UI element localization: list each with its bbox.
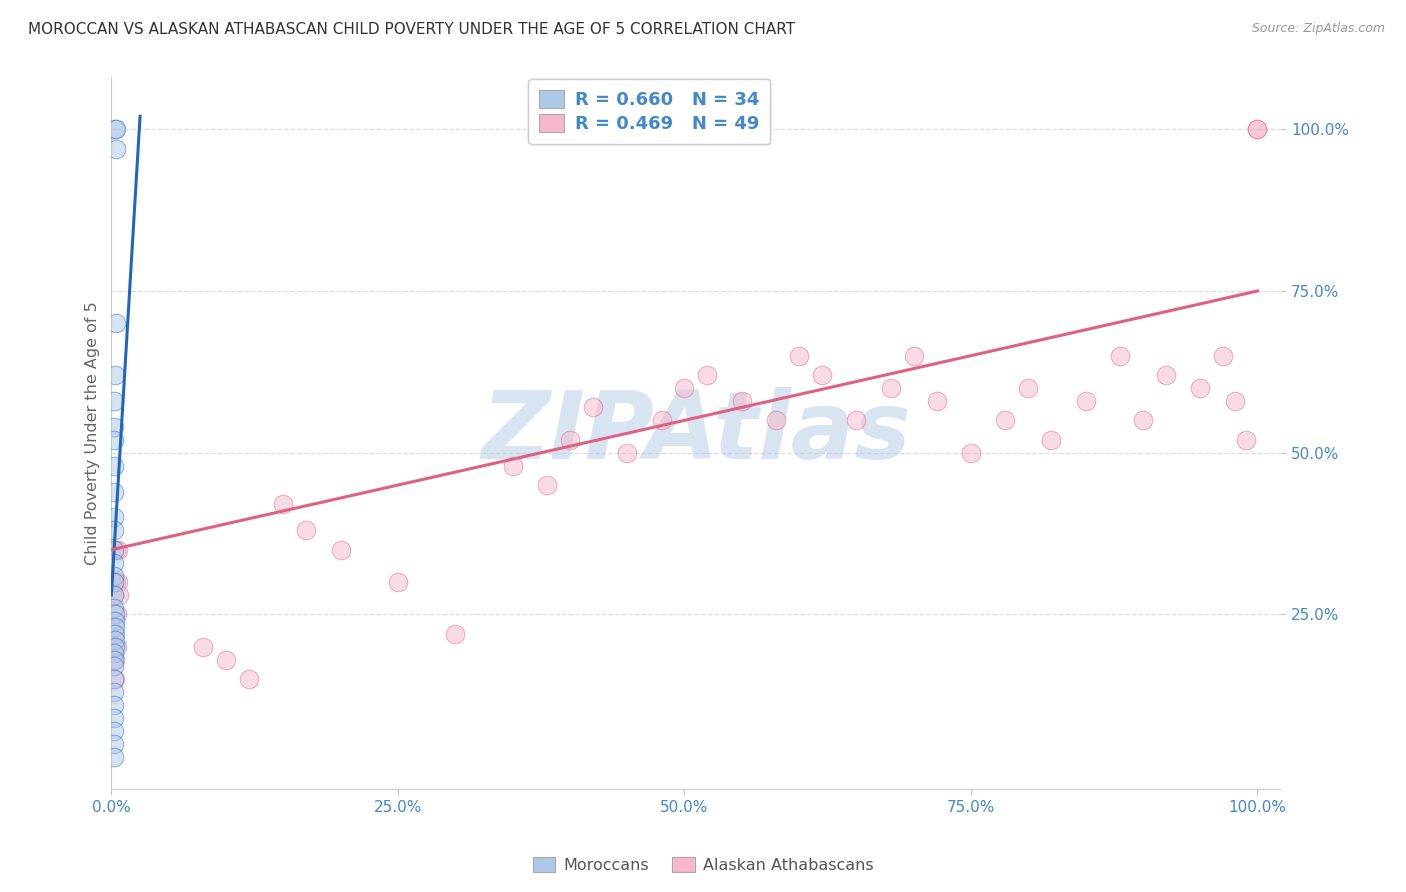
Point bbox=[105, 607, 128, 622]
Point bbox=[1223, 393, 1246, 408]
Point bbox=[103, 433, 125, 447]
Point bbox=[103, 575, 125, 590]
Point bbox=[104, 653, 127, 667]
Point bbox=[215, 653, 238, 667]
Point bbox=[104, 607, 127, 622]
Text: Source: ZipAtlas.com: Source: ZipAtlas.com bbox=[1251, 22, 1385, 36]
Point bbox=[1154, 368, 1177, 382]
Point bbox=[105, 142, 128, 156]
Point bbox=[103, 542, 125, 557]
Point bbox=[696, 368, 718, 382]
Point bbox=[104, 614, 127, 628]
Point bbox=[811, 368, 834, 382]
Point bbox=[1246, 122, 1268, 136]
Point bbox=[107, 575, 129, 590]
Point bbox=[104, 672, 127, 686]
Point bbox=[103, 419, 125, 434]
Point bbox=[103, 749, 125, 764]
Point bbox=[295, 524, 318, 538]
Point bbox=[104, 620, 127, 634]
Point bbox=[329, 542, 352, 557]
Point bbox=[103, 685, 125, 699]
Point bbox=[880, 381, 903, 395]
Legend: R = 0.660   N = 34, R = 0.469   N = 49: R = 0.660 N = 34, R = 0.469 N = 49 bbox=[529, 79, 770, 144]
Point bbox=[103, 737, 125, 751]
Point bbox=[103, 510, 125, 524]
Point bbox=[103, 672, 125, 686]
Point bbox=[103, 393, 125, 408]
Text: ZIPAtlas: ZIPAtlas bbox=[481, 387, 911, 479]
Point bbox=[925, 393, 948, 408]
Point bbox=[103, 653, 125, 667]
Point bbox=[103, 484, 125, 499]
Point bbox=[103, 524, 125, 538]
Y-axis label: Child Poverty Under the Age of 5: Child Poverty Under the Age of 5 bbox=[86, 301, 100, 566]
Point bbox=[582, 401, 605, 415]
Point bbox=[845, 413, 868, 427]
Point bbox=[1017, 381, 1039, 395]
Point bbox=[103, 723, 125, 738]
Point bbox=[108, 588, 131, 602]
Point bbox=[731, 393, 754, 408]
Point bbox=[104, 122, 127, 136]
Point bbox=[1234, 433, 1257, 447]
Point bbox=[103, 659, 125, 673]
Point bbox=[107, 542, 129, 557]
Point bbox=[103, 601, 125, 615]
Point bbox=[1189, 381, 1212, 395]
Point bbox=[103, 588, 125, 602]
Point bbox=[1212, 349, 1234, 363]
Legend: Moroccans, Alaskan Athabascans: Moroccans, Alaskan Athabascans bbox=[526, 851, 880, 880]
Point bbox=[502, 458, 524, 473]
Point bbox=[444, 627, 467, 641]
Point bbox=[673, 381, 696, 395]
Point bbox=[104, 368, 127, 382]
Point bbox=[103, 556, 125, 570]
Point bbox=[104, 633, 127, 648]
Point bbox=[1132, 413, 1154, 427]
Point bbox=[651, 413, 673, 427]
Point bbox=[536, 478, 558, 492]
Point bbox=[105, 575, 128, 590]
Point bbox=[616, 446, 638, 460]
Point bbox=[238, 672, 260, 686]
Point bbox=[273, 498, 295, 512]
Point bbox=[387, 575, 409, 590]
Point bbox=[191, 640, 214, 654]
Point bbox=[103, 698, 125, 712]
Point bbox=[787, 349, 810, 363]
Point bbox=[104, 627, 127, 641]
Point bbox=[105, 122, 128, 136]
Point bbox=[103, 588, 125, 602]
Point bbox=[105, 316, 128, 330]
Point bbox=[104, 640, 127, 654]
Text: MOROCCAN VS ALASKAN ATHABASCAN CHILD POVERTY UNDER THE AGE OF 5 CORRELATION CHAR: MOROCCAN VS ALASKAN ATHABASCAN CHILD POV… bbox=[28, 22, 796, 37]
Point bbox=[103, 646, 125, 660]
Point bbox=[103, 627, 125, 641]
Point bbox=[103, 458, 125, 473]
Point bbox=[765, 413, 787, 427]
Point bbox=[960, 446, 983, 460]
Point bbox=[1246, 122, 1268, 136]
Point bbox=[558, 433, 581, 447]
Point bbox=[1109, 349, 1132, 363]
Point bbox=[903, 349, 925, 363]
Point bbox=[994, 413, 1017, 427]
Point bbox=[103, 711, 125, 725]
Point bbox=[1040, 433, 1063, 447]
Point bbox=[1074, 393, 1097, 408]
Point bbox=[103, 568, 125, 582]
Point bbox=[105, 542, 128, 557]
Point bbox=[105, 640, 128, 654]
